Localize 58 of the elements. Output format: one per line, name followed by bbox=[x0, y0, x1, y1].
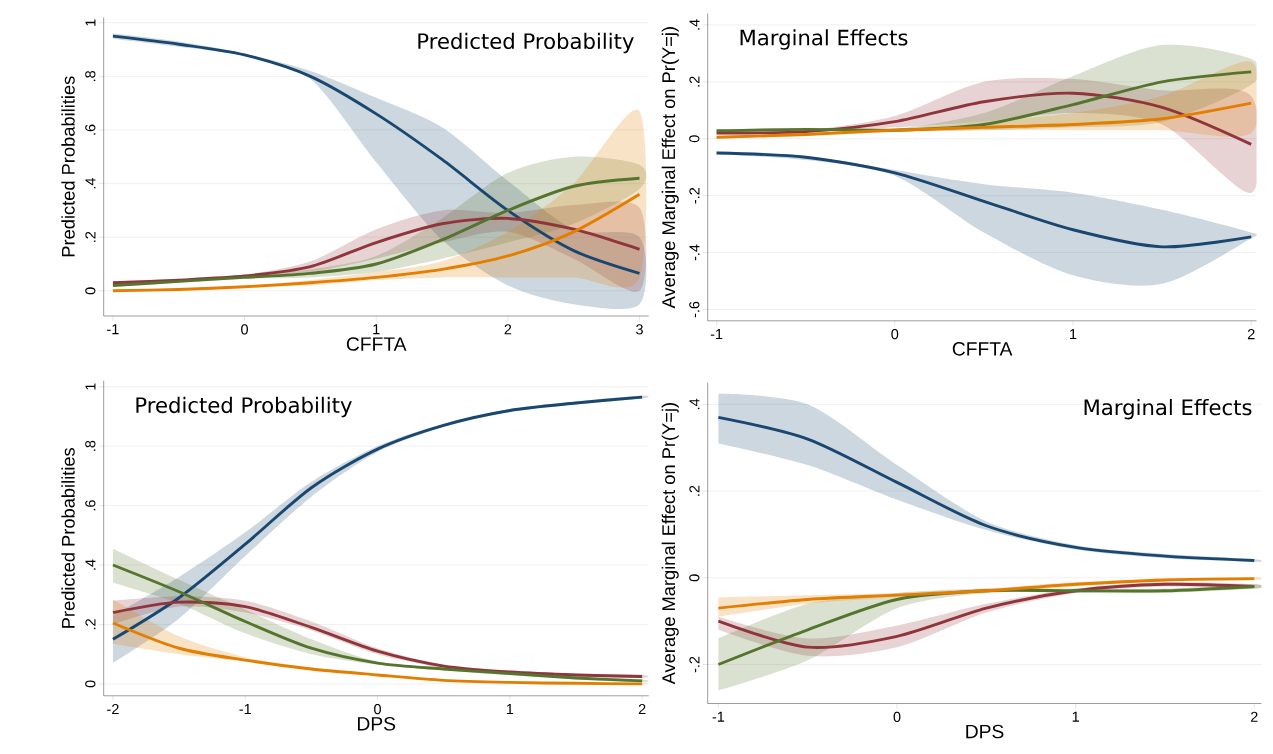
x-tick-label: 0 bbox=[241, 324, 248, 335]
y-axis-title: Average Marginal Effect on Pr(Y=j) bbox=[661, 403, 679, 685]
x-tick-label: -2 bbox=[107, 704, 119, 715]
x-axis-title: CFFTA bbox=[346, 337, 407, 351]
y-tick-label: -.4 bbox=[689, 244, 700, 261]
y-tick-label: 1 bbox=[85, 19, 96, 26]
x-tick-label: -1 bbox=[107, 324, 119, 335]
y-tick-label: .4 bbox=[689, 19, 700, 30]
y-tick-label: .8 bbox=[85, 71, 96, 82]
line-series bbox=[111, 621, 644, 686]
y-tick-label: 0 bbox=[85, 287, 96, 295]
line-series bbox=[715, 101, 1253, 139]
x-tick-label: 2 bbox=[1247, 329, 1255, 340]
x-tick-label: 1 bbox=[373, 324, 380, 335]
x-tick-label: 1 bbox=[506, 704, 514, 715]
y-tick-label: .2 bbox=[85, 232, 96, 243]
x-axis-title: DPS bbox=[966, 724, 1004, 739]
line-series bbox=[715, 151, 1253, 249]
x-axis-title: CFFTA bbox=[952, 342, 1013, 356]
y-tick-label: 0 bbox=[689, 574, 700, 582]
text: Predicted Probability bbox=[418, 32, 634, 54]
y-tick-label: .2 bbox=[689, 76, 700, 87]
x-tick-label: 0 bbox=[374, 704, 381, 715]
y-tick-label: .2 bbox=[85, 619, 96, 630]
x-tick-label: -1 bbox=[239, 704, 251, 715]
y-tick-label: -.6 bbox=[689, 301, 700, 318]
y-tick-label: 0 bbox=[689, 135, 700, 143]
x-tick-label: 3 bbox=[636, 324, 643, 335]
text: Marginal Effects bbox=[740, 29, 908, 50]
y-tick-label: -.2 bbox=[689, 656, 700, 673]
y-tick-label: .4 bbox=[85, 559, 96, 570]
y-tick-label: 1 bbox=[85, 383, 96, 390]
y-tick-label: .6 bbox=[85, 124, 96, 135]
x-tick-label: 2 bbox=[638, 704, 646, 715]
y-tick-label: .4 bbox=[85, 178, 96, 189]
x-tick-label: 1 bbox=[1070, 329, 1077, 340]
line-series bbox=[111, 176, 641, 287]
x-tick-label: 2 bbox=[1250, 711, 1258, 722]
x-tick-label: 0 bbox=[891, 329, 899, 340]
y-tick-label: .6 bbox=[85, 500, 96, 511]
x-tick-label: 0 bbox=[893, 711, 901, 723]
y-axis-title: Average Marginal Effect on Pr(Y=j) bbox=[661, 27, 679, 309]
y-axis-title: Predicted Probabilities bbox=[61, 448, 75, 628]
y-tick-label: .4 bbox=[689, 398, 700, 410]
text: Marginal Effects bbox=[1084, 399, 1252, 420]
y-tick-label: 0 bbox=[85, 680, 96, 688]
x-tick-label: 2 bbox=[504, 324, 512, 335]
text: Predicted Probability bbox=[136, 396, 352, 418]
x-axis-title: DPS bbox=[357, 717, 396, 731]
y-tick-label: .8 bbox=[85, 440, 96, 451]
line-series bbox=[716, 577, 1256, 610]
line-series bbox=[715, 91, 1253, 146]
y-axis-title: Predicted Probabilities bbox=[61, 76, 75, 257]
x-tick-label: 1 bbox=[1072, 711, 1079, 722]
y-tick-label: .2 bbox=[689, 485, 700, 496]
x-tick-label: -1 bbox=[712, 711, 725, 722]
x-tick-label: -1 bbox=[710, 329, 723, 340]
y-tick-label: -.2 bbox=[689, 188, 700, 204]
